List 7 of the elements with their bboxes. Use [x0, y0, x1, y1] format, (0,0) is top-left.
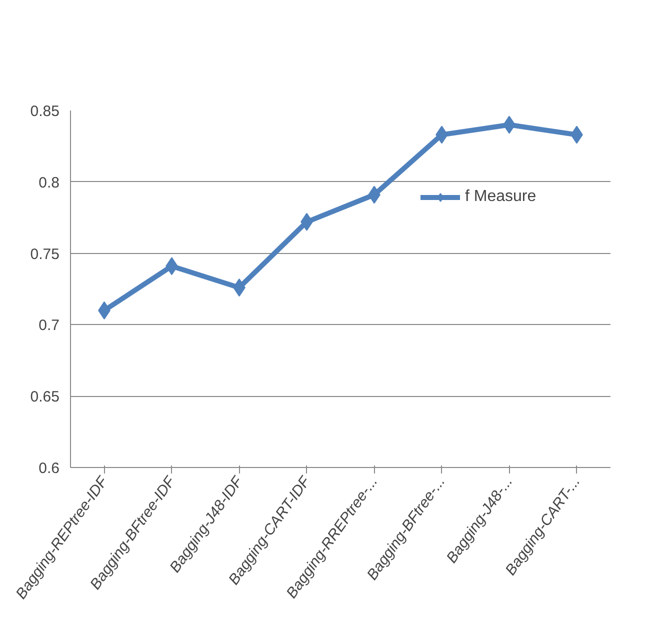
y-tick-label: 0.7 — [38, 317, 60, 334]
y-tick-label: 0.6 — [38, 460, 60, 477]
y-tick-label: 0.65 — [30, 388, 60, 406]
legend-label: f Measure — [465, 188, 536, 206]
y-tick-label: 0.85 — [30, 103, 60, 120]
y-tick-label: 0.8 — [38, 174, 60, 192]
y-tick-label: 0.75 — [30, 246, 60, 263]
